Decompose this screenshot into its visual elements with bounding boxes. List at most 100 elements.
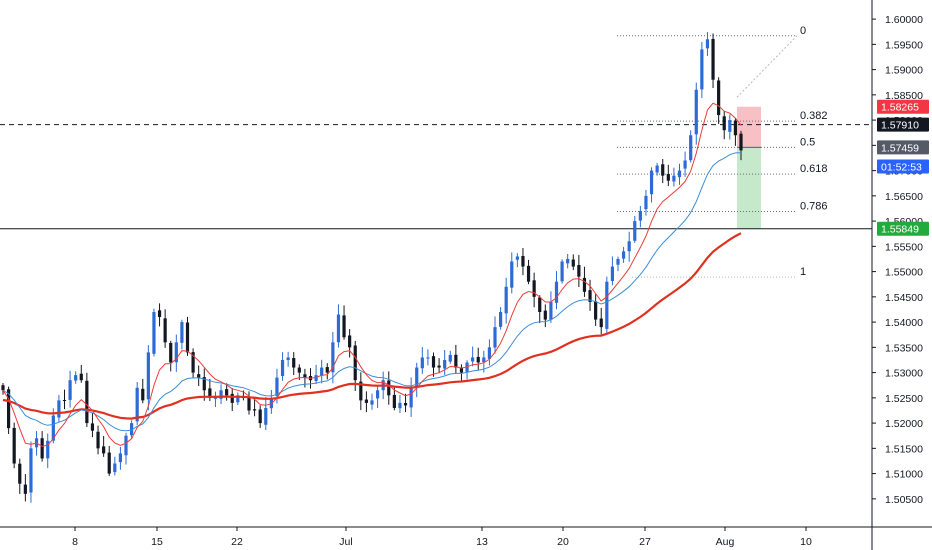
y-tick-label: 1.54000 — [885, 317, 923, 329]
candle-body — [599, 318, 603, 328]
candle-body — [191, 352, 195, 373]
candle-body — [102, 446, 106, 454]
take-profit-zone — [737, 147, 761, 229]
candle-body — [12, 427, 16, 464]
candle-body — [124, 435, 128, 456]
price-badge — [877, 140, 929, 155]
candle-body — [733, 120, 738, 136]
candle-body — [157, 310, 162, 318]
candle-body — [29, 448, 33, 493]
candle-body — [426, 357, 430, 359]
candles — [1, 32, 743, 503]
candle-body — [51, 415, 55, 441]
candle-body — [107, 452, 111, 474]
candle-body — [353, 345, 357, 381]
candle-body — [68, 380, 72, 400]
candle-body — [303, 374, 307, 378]
candle-body — [141, 388, 145, 401]
candle-body — [677, 170, 682, 178]
candle-body — [728, 120, 732, 132]
y-tick-label: 1.60000 — [885, 14, 923, 26]
price-badge-label: 1.58265 — [881, 102, 919, 114]
position-zones — [737, 106, 761, 229]
y-tick-label: 1.55000 — [885, 267, 923, 279]
candle-body — [459, 368, 464, 373]
y-tick-label: 1.58500 — [885, 90, 923, 102]
candle-body — [409, 387, 413, 408]
x-tick-label: 15 — [151, 536, 163, 548]
candle-body — [364, 399, 369, 403]
candle-body — [403, 403, 408, 406]
candle-body — [40, 438, 44, 459]
candle-body — [202, 377, 206, 391]
y-tick-label: 1.52000 — [885, 418, 923, 430]
y-tick-label: 1.52500 — [885, 393, 923, 405]
price-badge — [877, 159, 929, 174]
candle-body — [504, 286, 508, 314]
candle-body — [146, 352, 150, 400]
horizontal-lines[interactable] — [0, 124, 872, 230]
candle-body — [415, 367, 419, 387]
price-badge-label: 1.57459 — [881, 142, 919, 154]
candle-body — [560, 261, 564, 282]
candle-body — [6, 389, 11, 429]
candle-body — [387, 380, 391, 396]
y-tick-label: 1.50500 — [885, 494, 923, 506]
candle-body — [292, 358, 296, 368]
candle-body — [711, 38, 715, 80]
candle-body — [521, 255, 525, 267]
candle-body — [621, 251, 626, 259]
candle-body — [705, 39, 710, 49]
candle-body — [129, 423, 134, 436]
candle-body — [666, 174, 670, 181]
candle-body — [219, 390, 223, 399]
candle-body — [258, 409, 262, 424]
candle-body — [336, 314, 341, 343]
candle-body — [538, 297, 542, 312]
candle-body — [672, 175, 676, 182]
x-tick-label: 8 — [72, 536, 78, 548]
candle-body — [18, 463, 22, 484]
candle-body — [208, 388, 212, 398]
fibonacci-retracement[interactable]: 0 0.382 0.5 0.618 0.786 1 — [617, 25, 828, 278]
candle-body — [437, 365, 441, 368]
x-tick-label: 10 — [800, 536, 812, 548]
ma-short-line — [2, 102, 742, 447]
fib-trend-line — [736, 35, 798, 98]
price-badge — [877, 117, 929, 132]
candle-body — [498, 312, 503, 327]
x-tick-label: Aug — [716, 536, 735, 548]
candle-body — [554, 281, 559, 303]
fib-level-label: 1 — [800, 266, 806, 278]
y-tick-label: 1.54500 — [885, 292, 923, 304]
candle-body — [90, 423, 95, 431]
candle-body — [174, 342, 178, 363]
candle-body — [605, 281, 609, 329]
price-badge-label: 1.57910 — [881, 120, 919, 132]
candle-body — [515, 256, 519, 260]
candle-body — [627, 241, 631, 252]
candle-body — [582, 277, 587, 292]
candle-body — [264, 407, 268, 425]
candle-body — [213, 397, 218, 399]
candle-body — [493, 327, 497, 348]
candle-body — [152, 312, 156, 354]
candle-body — [236, 395, 240, 403]
candle-body — [420, 357, 424, 369]
candle-body — [342, 315, 346, 338]
candle-body — [543, 310, 547, 320]
candle-body — [700, 49, 704, 90]
candle-body — [96, 431, 100, 449]
candle-body — [314, 375, 318, 382]
y-tick-label: 1.59500 — [885, 39, 923, 51]
ma-long-line — [2, 232, 742, 420]
candle-body — [23, 484, 27, 494]
candle-body — [655, 165, 659, 173]
candle-body — [482, 357, 486, 363]
candle-body — [331, 342, 335, 373]
candle-body — [610, 266, 615, 281]
candle-body — [46, 440, 50, 459]
candle-body — [320, 367, 324, 376]
